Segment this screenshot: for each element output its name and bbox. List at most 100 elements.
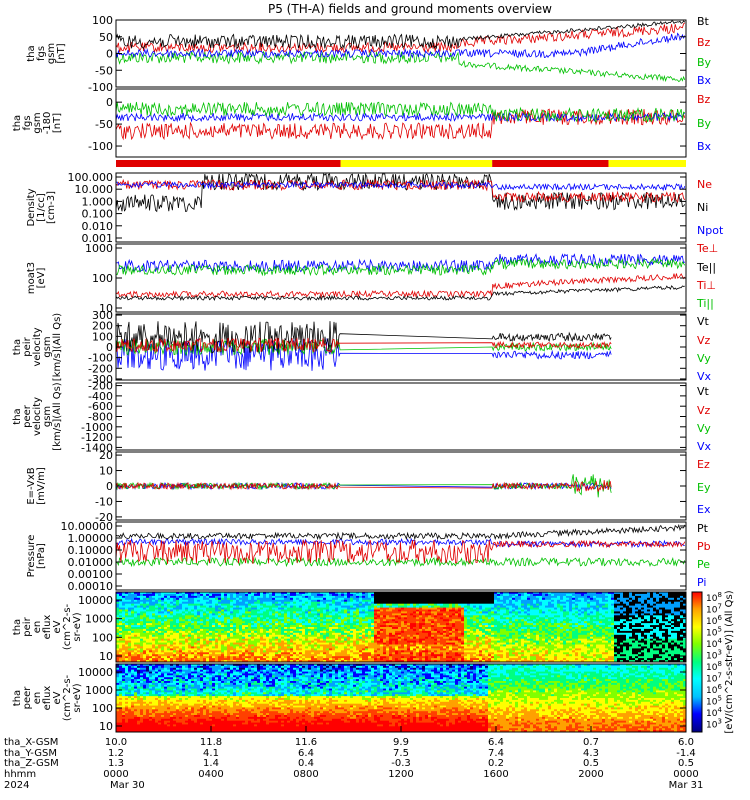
y-tick-label: 0.00010	[68, 580, 114, 593]
y-tick-label: 10	[99, 302, 113, 315]
legend-fgs_zoom-2: Bx	[697, 140, 712, 153]
y-axis-label: [1/cc]	[36, 193, 47, 222]
y-tick-label: -1200	[81, 431, 113, 444]
x-tick-label: 0800	[293, 769, 318, 780]
legend-density-1: Ni	[697, 201, 708, 214]
y-axis-label: Density	[26, 188, 37, 226]
legend-peer_vel-2: Vy	[697, 422, 711, 435]
y-tick-label: 10.00000	[61, 520, 114, 533]
y-axis-label: tha	[12, 339, 23, 355]
x-tick-label: 6.4	[298, 748, 314, 759]
y-axis-label: tha	[12, 690, 23, 706]
x-tick-label: -1.4	[676, 748, 696, 759]
y-tick-label: 100	[92, 14, 113, 27]
y-tick-label: -600	[88, 400, 113, 413]
x-tick-label: 7.5	[393, 748, 409, 759]
legend-efield-2: Ex	[697, 503, 711, 516]
panel-fgs_zoom: 0 -50 -100 tha fgs gsm -180 [nT] Bz By Bx	[12, 88, 712, 158]
y-axis-label: en	[32, 621, 43, 634]
series-line-pressure-0	[116, 556, 686, 568]
y-axis-label: velocity	[32, 327, 43, 366]
series-line-fgs-0	[116, 50, 686, 83]
panel-fgs: 100 50 0 -50 -100 tha fgs gsm [nT] Bt Bz By Bx	[26, 14, 712, 94]
panel-frame-fgs_zoom	[115, 88, 687, 158]
y-axis-label: peir	[22, 336, 33, 356]
mode-segment-0	[116, 160, 341, 167]
panel-frame-peer_vel	[115, 382, 687, 451]
panel-frame-pressure	[115, 521, 687, 591]
y-axis-label: (cm^2-s-	[62, 674, 73, 721]
plot-area-efield	[116, 474, 612, 498]
x-row-label: hhmm	[4, 769, 36, 780]
y-axis-label: fgs	[22, 115, 33, 130]
series-line-temp-1	[116, 257, 686, 277]
x-row-label: tha_Y-GSM	[4, 748, 57, 759]
y-tick-label: -100	[88, 81, 113, 94]
x-tick-label: 10.0	[105, 737, 127, 748]
x-tick-label: -0.3	[391, 758, 411, 769]
legend-density-2: Npot	[697, 224, 724, 237]
legend-efield-1: Ey	[697, 481, 711, 494]
y-axis-label: -180	[42, 112, 53, 135]
y-tick-label: -1000	[81, 421, 113, 434]
y-tick-label: 100	[92, 330, 113, 343]
plot-area-density	[116, 173, 686, 213]
y-axis-label: peer	[22, 686, 33, 710]
y-tick-label: 20	[99, 449, 113, 462]
legend-pressure-2: Pe	[697, 558, 710, 571]
colorbar-tick: 106	[706, 614, 722, 627]
colorbar-tick: 103	[706, 649, 722, 662]
y-axis-label: [km/s](All Qs)	[52, 382, 63, 450]
y-tick-label: 200	[92, 320, 113, 333]
y-tick-label: 10	[99, 650, 113, 663]
plot-area-peir_vel	[116, 321, 612, 371]
y-tick-label: 1000	[85, 684, 113, 697]
y-axis-label: en	[32, 692, 43, 705]
series-line-density-2	[116, 180, 686, 192]
y-tick-label: 100.000	[68, 171, 114, 184]
panel-peer_spec: 10000 1000 100 10 tha peer en eflux eV (cm^2-s-sr…	[12, 663, 687, 733]
y-axis-label: tha	[26, 45, 37, 61]
y-tick-label: -50	[95, 64, 113, 77]
y-axis-label: [mV/m]	[36, 467, 47, 505]
time-axis: tha_X-GSMtha_Y-GSMtha_Z-GSMhhmm202410.01…	[4, 726, 703, 791]
panel-temp: 1000 100 10 moat3 [eV] Te⊥ Te|| Ti⊥ Ti||	[26, 242, 718, 315]
legend-peir_vel-3: Vx	[697, 370, 712, 383]
legend-peir_vel-0: Vt	[697, 315, 710, 328]
y-axis-label: Pressure	[26, 535, 37, 578]
y-tick-label: 0	[106, 341, 113, 354]
x-tick-label: Mar 30	[110, 780, 145, 791]
y-axis-label: gsm	[42, 336, 53, 357]
plot-area-fgs_zoom	[116, 101, 686, 141]
x-tick-label: 7.4	[488, 748, 504, 759]
legend-pressure-3: Pi	[697, 576, 706, 589]
y-tick-label: 10	[99, 720, 113, 733]
legend-fgs-3: Bx	[697, 74, 712, 87]
y-axis-label: eV	[52, 691, 63, 704]
series-line-temp-3	[116, 285, 685, 301]
colorbar-tick: 105	[706, 695, 722, 708]
legend-temp-0: Te⊥	[696, 242, 718, 255]
series-line-pressure-2	[116, 539, 686, 565]
series-line-fgs-3	[116, 20, 686, 50]
x-tick-label: 1.4	[203, 758, 219, 769]
y-axis-label: velocity	[32, 397, 43, 436]
series-line-fgs-1	[116, 22, 686, 54]
plot-area-temp	[116, 253, 686, 301]
x-row-label: 2024	[4, 780, 29, 791]
y-tick-label: -400	[88, 390, 113, 403]
x-tick-label: 2000	[578, 769, 603, 780]
legend-temp-2: Ti⊥	[696, 279, 716, 292]
x-tick-label: 4.1	[203, 748, 219, 759]
y-tick-label: 100	[92, 702, 113, 715]
colorbar-tick: 104	[706, 706, 722, 719]
legend-peir_vel-1: Vz	[697, 334, 711, 347]
y-axis-label: eflux	[42, 615, 53, 640]
y-tick-label: 0.001	[82, 232, 114, 245]
y-axis-label: [nT]	[56, 43, 67, 63]
panel-efield: 20 10 0 -10 -20 E=-VxB [mV/m] Ez Ey Ex	[26, 449, 711, 524]
series-line-peir_vel-2	[116, 321, 612, 354]
panel-peir_spec: 10000 1000 100 10 tha peir en eflux eV (cm^2-s-sr…	[12, 591, 687, 663]
